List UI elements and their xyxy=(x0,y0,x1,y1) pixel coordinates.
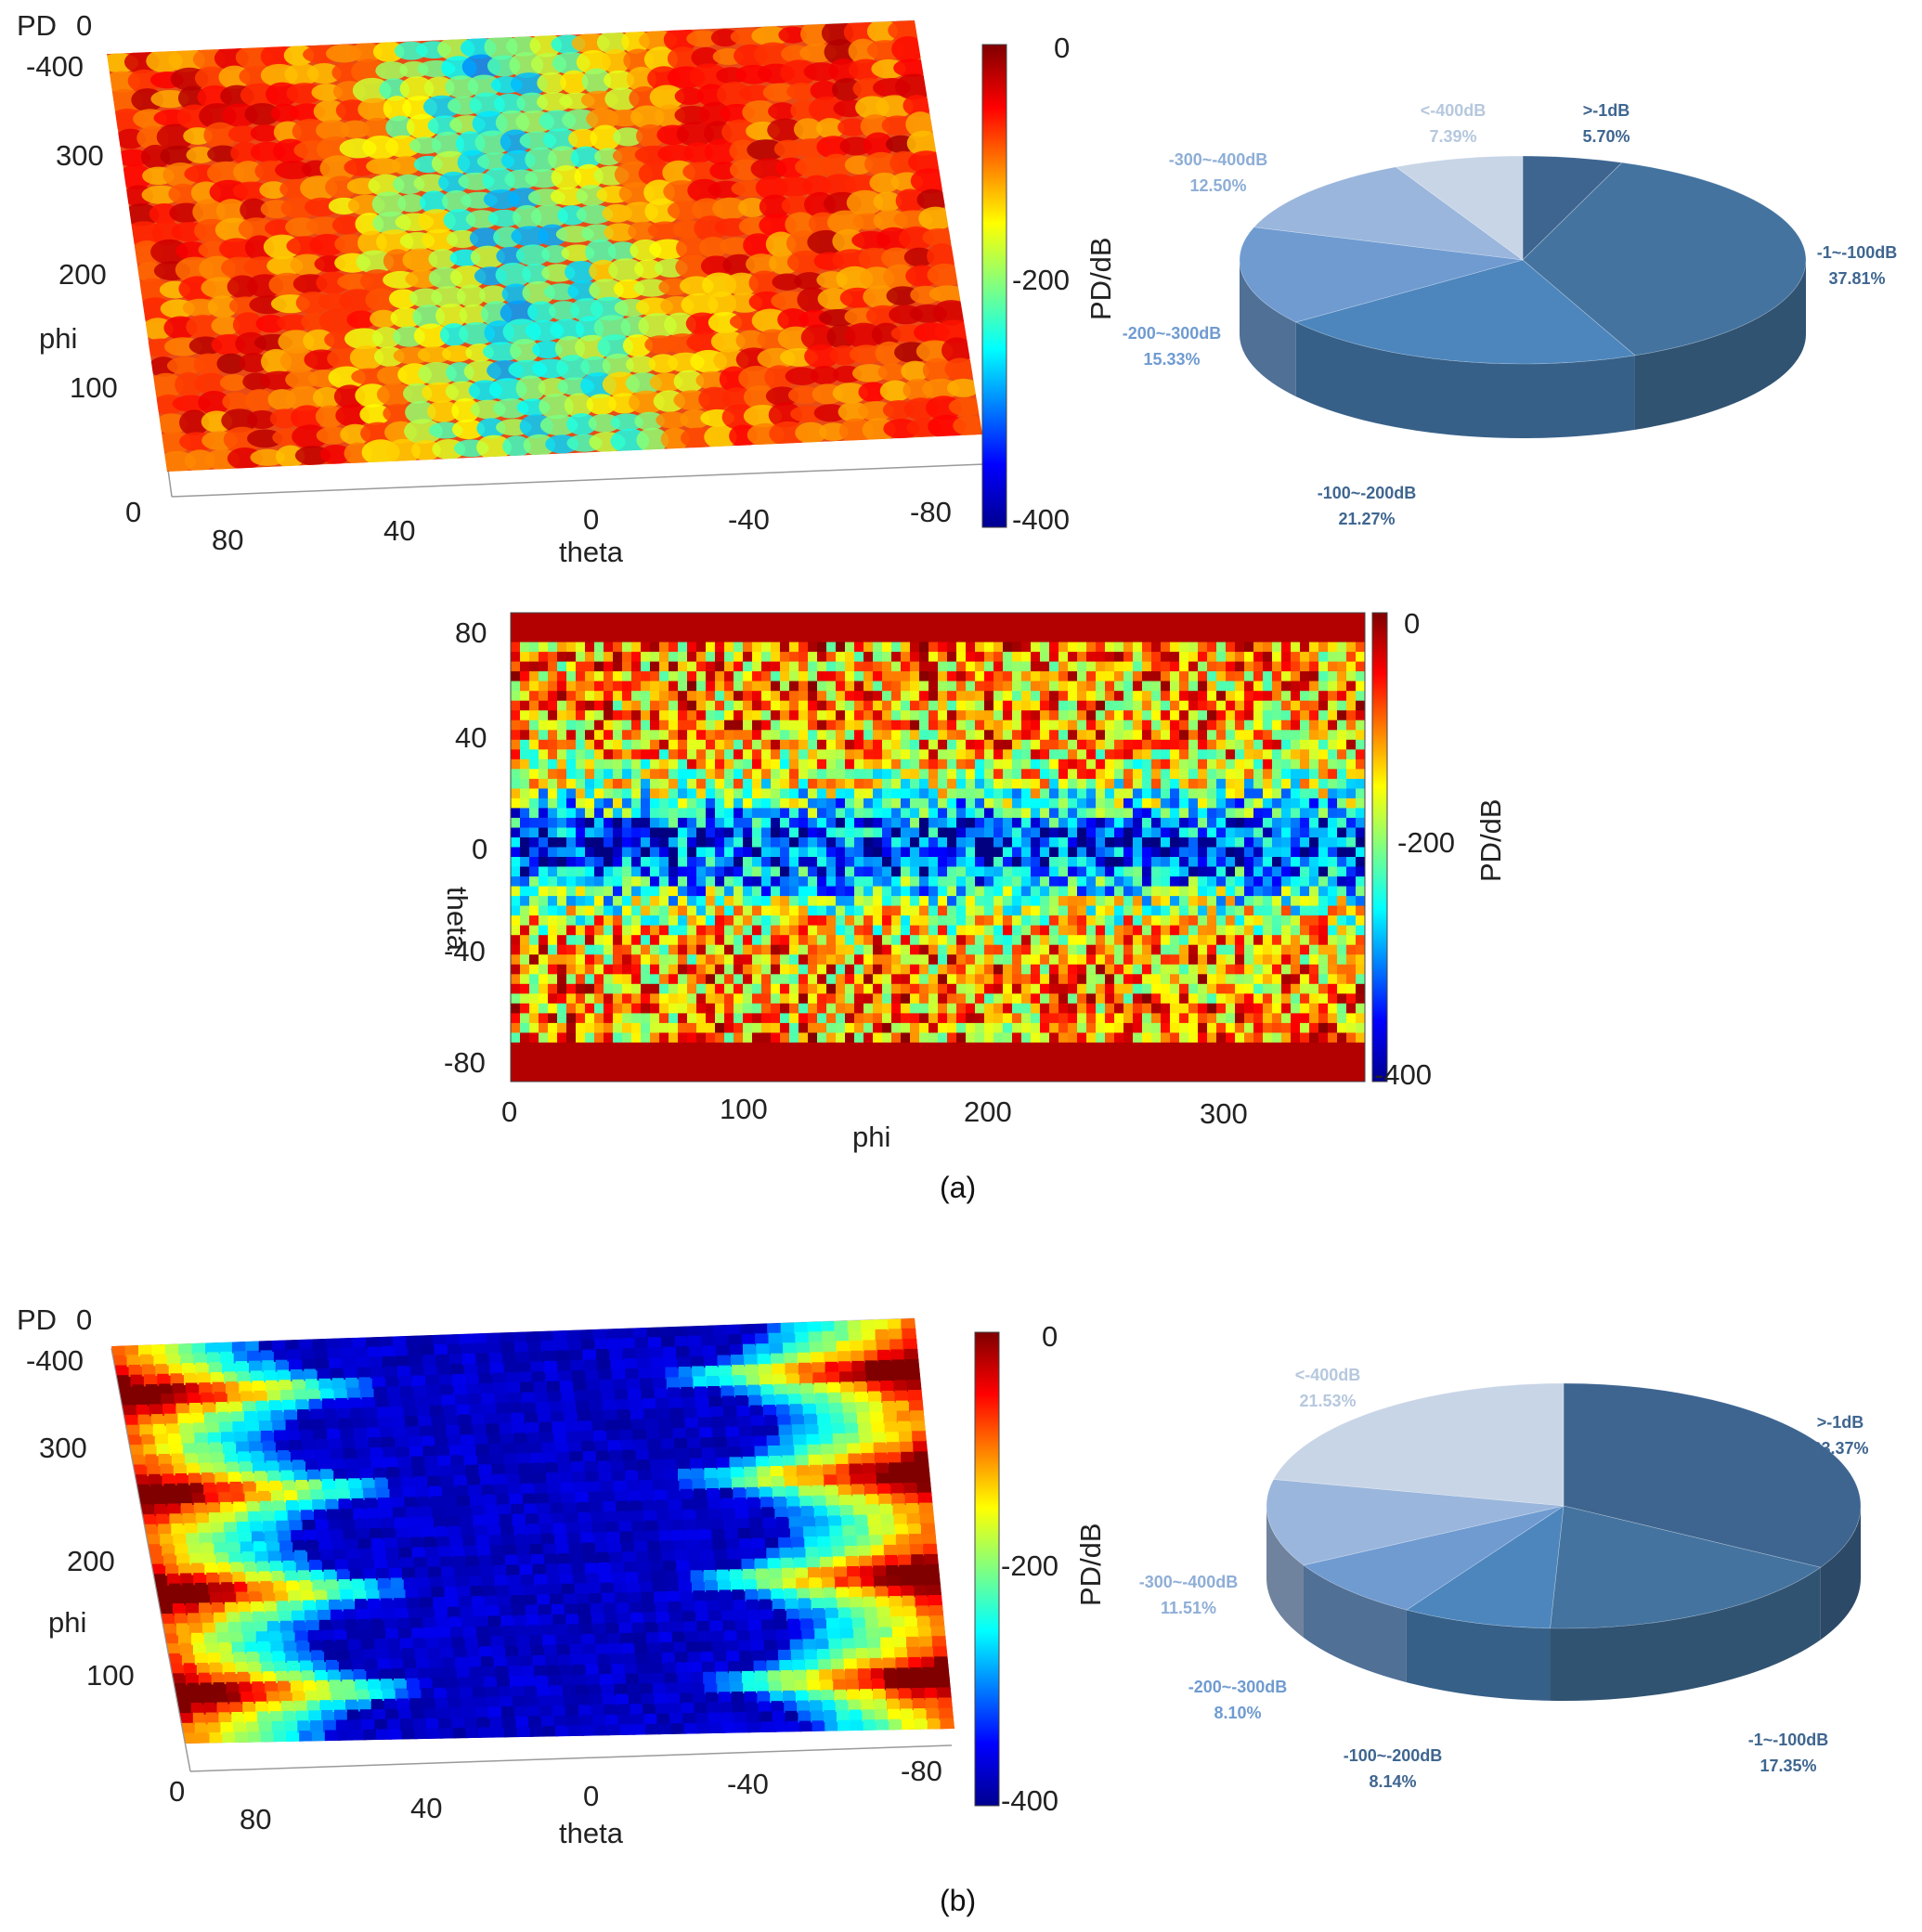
y-tick: 300 xyxy=(56,139,104,172)
y-axis-label: phi xyxy=(39,322,77,355)
x-tick: 0 xyxy=(583,1780,599,1812)
pie-label-category: -100~-200dB xyxy=(1318,484,1417,502)
pie-label-value: 21.27% xyxy=(1338,510,1395,528)
pie-label-value: 8.10% xyxy=(1214,1704,1261,1722)
z-axis-label: PD xyxy=(17,9,57,42)
z-tick: -400 xyxy=(26,50,84,83)
pie-label-category: -1~-100dB xyxy=(1748,1731,1829,1749)
pie-label-value: 5.70% xyxy=(1582,127,1630,146)
panel-a-surface-colorbar: 0 -200 -400 PD/dB xyxy=(982,32,1117,536)
pie-label-category: >-1dB xyxy=(1817,1413,1864,1432)
panel-a-surface-plot: PD 0 -400 300 200 phi 100 0 80 40 0 -40 … xyxy=(17,9,1117,568)
colorbar-label: PD/dB xyxy=(1074,1523,1107,1606)
x-tick: 300 xyxy=(1200,1097,1248,1130)
colorbar-tick: -200 xyxy=(1001,1549,1058,1582)
panel-b-surface-plot: PD 0 -400 300 200 phi 100 0 80 40 0 -40 … xyxy=(17,1303,1107,1849)
pie-label-value: 15.33% xyxy=(1143,350,1200,369)
pie-label-value: 8.14% xyxy=(1369,1772,1416,1791)
panel-b-surface-colorbar: 0 -200 -400 PD/dB xyxy=(975,1320,1107,1817)
colorbar-tick: -400 xyxy=(1001,1784,1058,1817)
panel-b-surface xyxy=(111,1318,956,1745)
panel-a-pie-chart: >-1dB 5.70% -1~-100dB 37.81% -100~-200dB 21.2… xyxy=(1123,101,1898,528)
pie-label-value: 33.37% xyxy=(1812,1439,1868,1458)
panel-a-surface xyxy=(100,19,986,472)
z-tick: -400 xyxy=(26,1344,84,1377)
pie-label-value: 12.50% xyxy=(1189,176,1246,195)
colorbar-tick: 0 xyxy=(1404,607,1420,640)
colorbar-label: PD/dB xyxy=(1084,237,1117,320)
x-axis-label: theta xyxy=(559,536,624,568)
y-tick: 100 xyxy=(70,371,118,404)
colorbar xyxy=(975,1332,999,1806)
x-tick: 40 xyxy=(383,514,415,547)
x-axis-label: phi xyxy=(852,1121,890,1153)
pie-label-value: 11.51% xyxy=(1161,1599,1216,1617)
pie-label-category: -300~-400dB xyxy=(1139,1573,1239,1591)
pie-label-category: >-1dB xyxy=(1583,101,1630,120)
z-axis-label: PD xyxy=(17,1303,57,1336)
y-axis-label: phi xyxy=(48,1606,86,1639)
y-tick: 0 xyxy=(169,1775,185,1808)
panel-a-heatmap-colorbar: 0 -200 -400 PD/dB xyxy=(1372,607,1507,1091)
colorbar-tick: 0 xyxy=(1042,1320,1058,1353)
x-tick: -80 xyxy=(910,496,952,528)
colorbar-tick: -200 xyxy=(1012,264,1070,296)
z-tick: 0 xyxy=(76,1303,92,1336)
pie-label-value: 21.53% xyxy=(1299,1392,1356,1410)
x-tick: -40 xyxy=(727,1768,769,1800)
panel-b-pie-chart: >-1dB 33.37% -1~-100dB 17.35% -100~-200dB 8.1… xyxy=(1139,1366,1869,1791)
colorbar-tick: -400 xyxy=(1374,1058,1432,1091)
colorbar-label: PD/dB xyxy=(1474,798,1507,882)
y-tick: 40 xyxy=(455,721,487,754)
colorbar-tick: -400 xyxy=(1012,503,1070,536)
x-tick: 80 xyxy=(212,524,243,556)
pie-label-value: 17.35% xyxy=(1760,1757,1816,1775)
x-axis-label: theta xyxy=(559,1817,624,1849)
y-axis-label: theta xyxy=(441,887,474,952)
pie-label-category: -200~-300dB xyxy=(1188,1678,1288,1696)
x-tick: -40 xyxy=(728,503,770,536)
y-tick: -80 xyxy=(444,1046,486,1079)
y-tick: 0 xyxy=(472,833,487,865)
colorbar-tick: 0 xyxy=(1054,32,1070,64)
y-tick: 200 xyxy=(67,1545,115,1577)
x-tick: 0 xyxy=(501,1096,517,1128)
y-tick: 80 xyxy=(455,616,487,649)
pie-label-category: -200~-300dB xyxy=(1123,324,1222,343)
x-tick: 80 xyxy=(240,1803,271,1835)
pie-label-category: -300~-400dB xyxy=(1169,150,1268,169)
x-tick: 40 xyxy=(410,1792,442,1824)
y-tick: 300 xyxy=(39,1432,87,1464)
y-tick: 200 xyxy=(58,258,107,291)
x-tick: 200 xyxy=(964,1096,1012,1128)
pie-label-value: 7.39% xyxy=(1429,127,1476,146)
pie-label-category: -1~-100dB xyxy=(1817,243,1898,262)
caption-b: (b) xyxy=(940,1884,976,1917)
y-tick: 100 xyxy=(86,1659,135,1692)
colorbar xyxy=(982,45,1006,527)
caption-a: (a) xyxy=(940,1171,976,1204)
colorbar-tick: -200 xyxy=(1397,826,1455,859)
y-tick: 0 xyxy=(125,496,141,528)
x-tick: 100 xyxy=(720,1093,768,1125)
pie-label-category: <-400dB xyxy=(1421,101,1487,120)
panel-a-heatmap: 80 40 0 -40 -80 theta 0 100 200 300 phi … xyxy=(441,607,1507,1153)
pie-label-category: <-400dB xyxy=(1295,1366,1361,1384)
heatmap-area xyxy=(511,613,1366,1083)
pie-label-category: -100~-200dB xyxy=(1344,1746,1443,1765)
x-tick: 0 xyxy=(583,503,599,536)
z-tick: 0 xyxy=(76,9,92,42)
x-tick: -80 xyxy=(901,1755,942,1787)
colorbar xyxy=(1372,613,1387,1082)
pie-label-value: 37.81% xyxy=(1828,269,1885,288)
